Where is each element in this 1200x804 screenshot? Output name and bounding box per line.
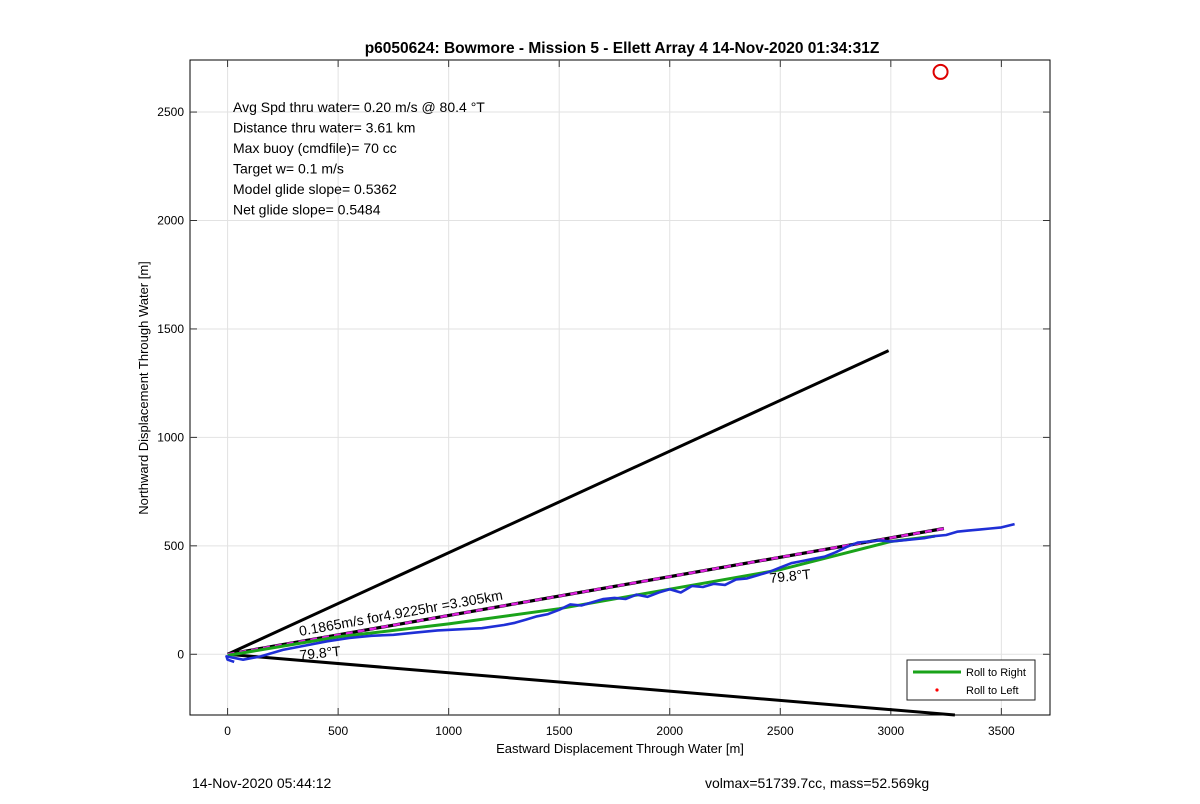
info-text-block: Avg Spd thru water= 0.20 m/s @ 80.4 °T Di…	[233, 99, 485, 218]
legend-entry-roll-left: Roll to Left	[966, 685, 1019, 697]
glider-track-line	[225, 522, 1015, 664]
y-axis-label: Northward Displacement Through Water [m]	[136, 261, 151, 515]
reference-line-dashed	[227, 527, 945, 656]
legend-box	[906, 659, 1036, 701]
y-tick-label: 2000	[157, 213, 184, 227]
x-tick-label: 3000	[877, 724, 904, 738]
x-tick-label: 3500	[988, 724, 1015, 738]
y-tick-label: 2500	[157, 105, 184, 119]
y-tick-label: 500	[164, 539, 184, 553]
position-marker-circle	[932, 63, 949, 80]
chart-title: p6050624: Bowmore - Mission 5 - Ellett A…	[365, 40, 880, 57]
info-line: Max buoy (cmdfile)= 70 cc	[233, 140, 397, 156]
axis-ticks: 0 500 1000 1500 2000 2500 3000 3500 0 500 1000 1500…	[157, 60, 1050, 738]
footer-timestamp: 14-Nov-2020 05:44:12	[192, 775, 332, 791]
x-tick-label: 0	[224, 724, 231, 738]
x-tick-label: 1000	[435, 724, 462, 738]
y-tick-label: 1500	[157, 322, 184, 336]
y-tick-label: 0	[177, 647, 184, 661]
plot-area	[189, 59, 1051, 716]
info-line: Avg Spd thru water= 0.20 m/s @ 80.4 °T	[233, 99, 485, 115]
x-tick-label: 2500	[767, 724, 794, 738]
info-line: Model glide slope= 0.5362	[233, 181, 397, 197]
info-line: Net glide slope= 0.5484	[233, 202, 381, 218]
legend: Roll to Right Roll to Left	[906, 659, 1036, 701]
x-axis-label: Eastward Displacement Through Water [m]	[496, 741, 744, 756]
legend-swatch-dot	[935, 688, 939, 692]
footer-mass-info: volmax=51739.7cc, mass=52.569kg	[705, 775, 930, 791]
y-tick-label: 1000	[157, 430, 184, 444]
info-line: Distance thru water= 3.61 km	[233, 120, 415, 136]
reference-line	[227, 652, 956, 717]
legend-entry-roll-right: Roll to Right	[966, 667, 1026, 679]
plot-lines	[225, 63, 1015, 717]
heading-label: 79.8°T	[299, 643, 342, 663]
heading-label: 79.8°T	[769, 566, 812, 586]
x-tick-label: 500	[328, 724, 348, 738]
reference-line	[226, 349, 890, 656]
x-tick-label: 1500	[546, 724, 573, 738]
x-tick-label: 2000	[656, 724, 683, 738]
info-line: Target w= 0.1 m/s	[233, 161, 344, 177]
grid-lines	[190, 60, 1050, 715]
